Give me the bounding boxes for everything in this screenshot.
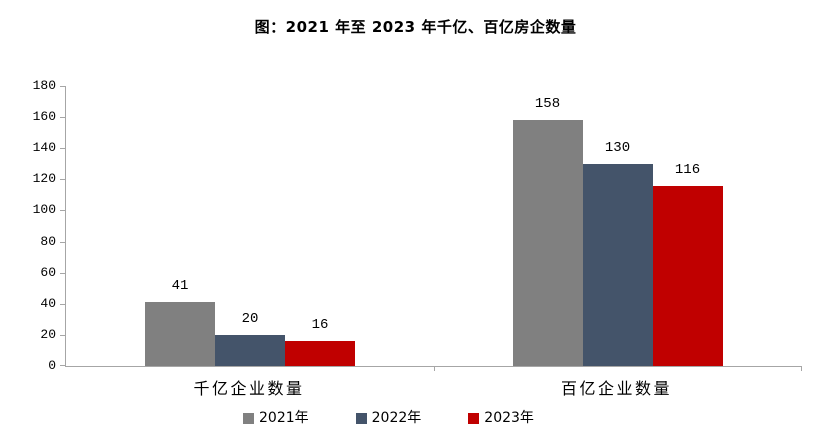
y-axis-tick-label: 60 <box>40 264 56 280</box>
y-axis-tick <box>60 334 65 336</box>
y-axis-tick <box>60 272 65 274</box>
y-axis-tick-label: 40 <box>40 295 56 311</box>
bar-value-label: 116 <box>674 161 701 178</box>
plot-area: 41 20 16 158 130 116 <box>60 86 802 371</box>
y-axis-tick <box>60 179 65 181</box>
y-axis-tick <box>60 303 65 305</box>
bar-value-label: 16 <box>311 317 329 334</box>
y-axis-tick <box>60 148 65 150</box>
y-axis-tick-label: 0 <box>48 358 56 373</box>
bar-value-label: 41 <box>171 278 189 295</box>
y-axis-tick <box>60 117 65 119</box>
bar-value-label: 20 <box>241 310 259 327</box>
y-axis-tick <box>60 241 65 243</box>
y-axis-tick <box>60 86 65 87</box>
y-axis-tick-label: 80 <box>40 233 56 249</box>
legend-swatch <box>468 413 480 424</box>
bar <box>652 185 723 366</box>
y-axis-tick-label: 100 <box>32 202 56 218</box>
bar <box>582 163 653 366</box>
category-label: 千亿企业数量 <box>193 379 305 398</box>
chart-title: 图：2021 年至 2023 年千亿、百亿房企数量 <box>254 18 577 36</box>
legend-label: 2023年 <box>484 410 534 426</box>
y-axis-tick-label: 140 <box>32 140 56 156</box>
bar <box>145 302 215 366</box>
x-axis-tick <box>801 366 802 371</box>
legend-label: 2021年 <box>259 410 309 426</box>
x-axis-tick <box>434 366 435 371</box>
bar <box>285 341 355 366</box>
bar-value-label: 130 <box>604 139 631 156</box>
legend-swatch <box>355 413 367 424</box>
y-axis-tick-label: 20 <box>40 326 56 342</box>
bar <box>215 334 285 366</box>
y-axis-tick <box>60 210 65 212</box>
y-axis-tick-label: 120 <box>32 171 56 187</box>
bar <box>512 120 583 366</box>
chart-legend: 2021年 2022年 2023年 <box>243 411 534 426</box>
legend-item: 2023年 <box>468 411 534 426</box>
legend-item: 2021年 <box>243 411 309 426</box>
legend-item: 2022年 <box>355 410 422 426</box>
legend-label: 2022年 <box>371 410 422 426</box>
y-axis-tick-label: 180 <box>32 78 56 93</box>
category-label: 百亿企业数量 <box>560 379 672 398</box>
legend-swatch <box>243 413 254 424</box>
y-axis-tick-label: 160 <box>32 109 56 125</box>
bar-value-label: 158 <box>534 96 561 113</box>
y-axis-tick <box>60 365 65 366</box>
